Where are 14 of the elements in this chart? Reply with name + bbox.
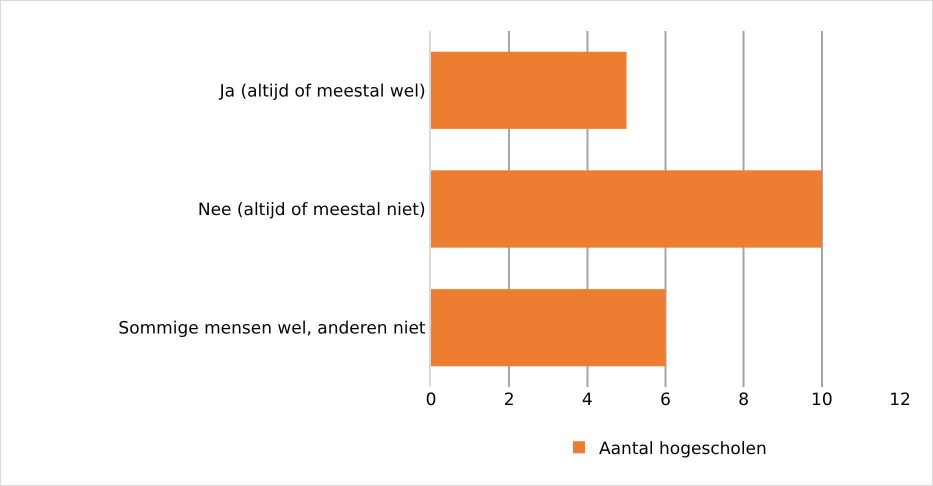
x-tick-label: 2: [504, 390, 515, 410]
x-tick-label: 6: [660, 390, 671, 410]
bar: [431, 170, 822, 248]
y-tick-label: Ja (altijd of meestal wel): [218, 81, 426, 102]
x-tick-label: 10: [811, 390, 833, 410]
x-tick-label: 12: [889, 390, 911, 410]
bar: [431, 52, 626, 129]
y-tick-label: Nee (altijd of meestal niet): [198, 200, 426, 220]
y-tick-label: Sommige mensen wel, anderen niet: [118, 318, 426, 339]
x-tick-label: 4: [582, 390, 593, 410]
x-tick-label: 0: [426, 390, 436, 410]
x-tick-label: 8: [738, 390, 750, 410]
legend-label: Aantal hogescholen: [599, 438, 767, 459]
bar: [431, 289, 666, 366]
